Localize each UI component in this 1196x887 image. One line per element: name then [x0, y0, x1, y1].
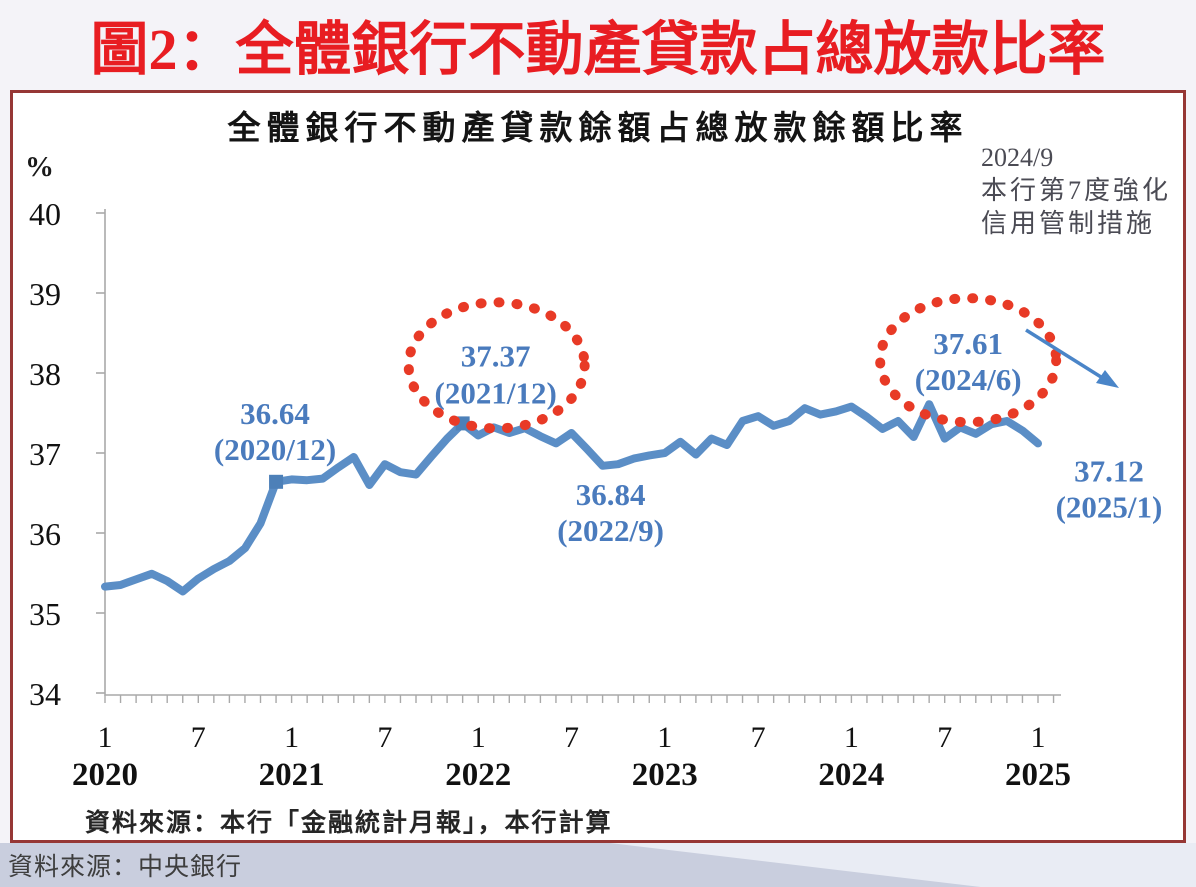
policy-note: 2024/9 本行第7度強化 信用管制措施 — [981, 141, 1181, 240]
annotation-value: 37.61 — [933, 326, 1003, 361]
x-month-label: 7 — [191, 721, 206, 754]
x-month-label: 1 — [98, 721, 113, 754]
annotation-2025-1: 37.12(2025/1) — [1056, 453, 1163, 524]
y-axis-ticks: 40 39 38 37 36 35 34 — [29, 196, 105, 712]
trend-line — [101, 400, 1042, 596]
annotation-value: 36.64 — [240, 396, 310, 431]
annotation-date: (2021/12) — [435, 375, 557, 410]
y-axis-unit-label: % — [25, 151, 54, 183]
annotation-value: 36.84 — [576, 477, 646, 512]
chart-panel: 40 39 38 37 36 35 34 1 7 1 7 1 7 1 7 1 7 1 2020 2021 2022 202… — [10, 90, 1186, 843]
y-tick-label: 34 — [29, 676, 61, 712]
x-month-label: 7 — [377, 721, 392, 754]
annotation-2020-12: 36.64(2020/12) — [214, 396, 336, 467]
trend-arrow — [1025, 328, 1119, 388]
trend-arrow-line — [1025, 328, 1102, 379]
annotation-2021-12: 37.37(2021/12) — [435, 338, 557, 410]
y-tick-label: 36 — [29, 516, 61, 552]
annotation-value: 37.12 — [1074, 453, 1144, 488]
x-month-label: 1 — [471, 721, 486, 754]
highlight-ellipse — [875, 293, 1062, 428]
trend-arrow-head — [1096, 370, 1119, 388]
annotation-date: (2022/9) — [557, 513, 664, 548]
x-year-label: 2025 — [1005, 757, 1071, 793]
y-tick-label: 39 — [29, 276, 61, 312]
policy-note-date: 2024/9 — [981, 143, 1054, 172]
x-month-label: 7 — [751, 721, 766, 754]
footer-source: 資料來源：中央銀行 — [8, 853, 243, 881]
x-year-label: 2023 — [632, 757, 698, 793]
x-month-label: 1 — [844, 721, 859, 754]
y-tick-label: 38 — [29, 356, 61, 392]
y-tick-label: 37 — [29, 436, 61, 472]
chart-title: 全體銀行不動產貸款餘額占總放款餘額比率 — [227, 111, 969, 147]
annotation-value: 37.37 — [461, 338, 531, 373]
data-point-marker — [269, 474, 284, 489]
x-year-label: 2020 — [72, 757, 138, 793]
x-year-label: 2022 — [445, 757, 511, 793]
y-tick-label: 40 — [29, 196, 61, 232]
x-year-label: 2024 — [818, 757, 884, 793]
x-month-label: 1 — [1031, 721, 1046, 754]
annotation-2024-6: 37.61(2024/6) — [915, 326, 1022, 397]
annotation-date: (2020/12) — [214, 432, 336, 467]
x-month-label: 1 — [284, 721, 299, 754]
policy-note-line: 信用管制措施 — [981, 209, 1156, 238]
page-title: 圖2：全體銀行不動產貸款占總放款比率 — [90, 17, 1106, 82]
policy-note-line: 本行第7度強化 — [981, 176, 1172, 205]
highlight-ellipse — [403, 297, 590, 434]
annotation-date: (2024/6) — [915, 362, 1022, 397]
chart-source-note: 資料來源：本行「金融統計月報」，本行計算 — [85, 810, 613, 837]
annotation-date: (2025/1) — [1056, 489, 1163, 524]
y-tick-label: 35 — [29, 596, 61, 632]
x-month-label: 7 — [937, 721, 952, 754]
x-month-label: 1 — [657, 721, 672, 754]
footer: 資料來源：中央銀行 — [0, 843, 1196, 887]
x-year-label: 2021 — [259, 757, 325, 793]
x-month-label: 7 — [564, 721, 579, 754]
annotation-2022-9: 36.84(2022/9) — [557, 477, 664, 548]
